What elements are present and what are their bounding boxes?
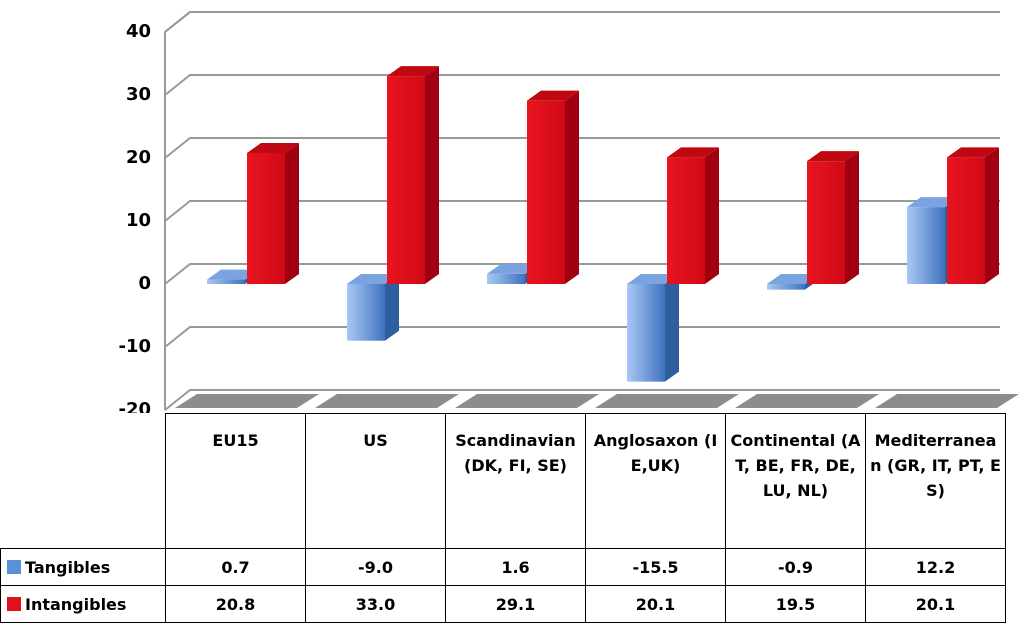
y-tick-label: 30 <box>126 84 151 105</box>
bar <box>487 273 525 284</box>
bar <box>347 284 385 341</box>
floor-tile <box>595 394 739 408</box>
category-cell: Continental (AT, BE, FR, DE, LU, NL) <box>725 413 866 549</box>
bar-side <box>845 151 859 284</box>
category-cell: Anglosaxon (IE,UK) <box>585 413 726 549</box>
grid-line <box>164 137 1000 159</box>
category-cell: EU15 <box>165 413 306 549</box>
value-cell: 29.1 <box>445 585 586 623</box>
bar-top <box>767 274 819 284</box>
bar-top <box>247 142 299 153</box>
value-cell: -0.9 <box>725 548 866 586</box>
bar <box>807 161 845 284</box>
bar-top <box>907 197 959 208</box>
grid-line <box>164 263 1000 285</box>
floor-tile <box>175 394 319 408</box>
y-tick-label: 40 <box>126 21 151 42</box>
bar <box>387 76 425 284</box>
category-cell: Mediterranean (GR, IT, PT, ES) <box>865 413 1006 549</box>
bar <box>667 157 705 284</box>
bar <box>907 207 945 284</box>
bar-side <box>705 147 719 284</box>
value-cell: -9.0 <box>305 548 446 586</box>
floor-tile <box>315 394 459 408</box>
value-cell: -15.5 <box>585 548 726 586</box>
floor-tile <box>875 394 1019 408</box>
y-tick-label: 0 <box>138 273 151 294</box>
bar-side <box>665 274 679 382</box>
grid-line <box>164 200 1000 222</box>
bar-top <box>947 147 999 158</box>
y-tick-label: 20 <box>126 147 151 168</box>
bar-top <box>807 151 859 162</box>
grid-line <box>164 11 1000 33</box>
value-cell: 19.5 <box>725 585 866 623</box>
legend-key <box>7 559 21 574</box>
bar-side <box>985 147 999 284</box>
grid-line <box>164 74 1000 96</box>
bar-side <box>565 90 579 284</box>
category-cell: Scandinavian (DK, FI, SE) <box>445 413 586 549</box>
legend-label: Tangibles <box>25 557 111 577</box>
table-row: Tangibles 0.7 -9.0 1.6 -15.5 -0.9 12.2 <box>0 548 1006 586</box>
value-cell: 0.7 <box>165 548 306 586</box>
floor-tile <box>735 394 879 408</box>
chart: -20 -10 0 10 20 30 40 <box>118 11 1019 413</box>
legend-label: Intangibles <box>25 594 127 614</box>
data-table: EU15 US Scandinavian (DK, FI, SE) Anglosaxo… <box>0 413 1006 623</box>
bar-top <box>667 147 719 158</box>
blank-cell <box>1 414 166 549</box>
bar-top <box>527 90 579 101</box>
bar-top <box>387 66 439 77</box>
value-cell: 12.2 <box>865 548 1006 586</box>
bar <box>627 284 665 382</box>
table-row: Intangibles 20.8 33.0 29.1 20.1 19.5 20.1 <box>0 585 1006 623</box>
value-cell: 20.1 <box>865 585 1006 623</box>
legend-cell: Intangibles <box>0 585 166 623</box>
y-tick-label: -10 <box>118 336 151 357</box>
bar-side <box>285 142 299 284</box>
bar-top <box>627 274 679 284</box>
value-cell: 1.6 <box>445 548 586 586</box>
bar-top <box>207 269 259 280</box>
legend-key <box>7 596 21 611</box>
grid-line <box>164 389 1000 411</box>
bar <box>767 284 805 290</box>
bar-side <box>385 274 399 341</box>
value-cell: 20.1 <box>585 585 726 623</box>
value-cell: 20.8 <box>165 585 306 623</box>
grid-line <box>164 326 1000 348</box>
bar <box>527 100 565 284</box>
bar-side <box>425 66 439 284</box>
category-cell: US <box>305 413 446 549</box>
bar-top <box>487 263 539 274</box>
bar <box>207 279 245 284</box>
bar-top <box>347 274 399 284</box>
y-tick-label: 10 <box>126 210 151 231</box>
y-tick-label: -20 <box>118 399 151 413</box>
value-cell: 33.0 <box>305 585 446 623</box>
bar <box>247 152 285 284</box>
bar <box>947 157 985 284</box>
floor-tile <box>455 394 599 408</box>
legend-cell: Tangibles <box>0 548 166 586</box>
